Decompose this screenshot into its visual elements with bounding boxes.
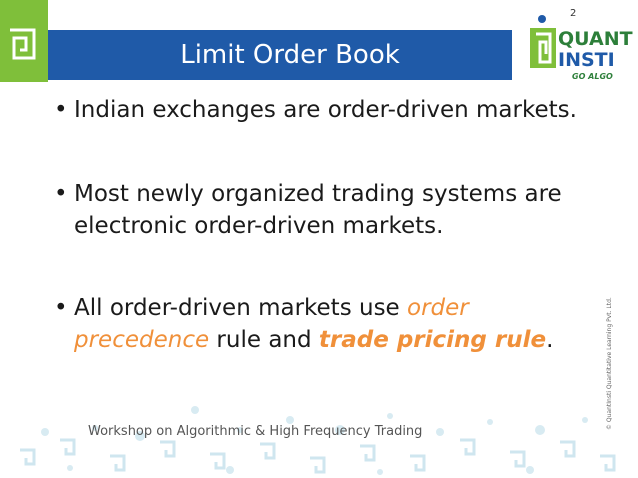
copyright-text: © QuantInsti Quantitative Learning Pvt. …: [606, 297, 613, 430]
emphasis-text-bold: trade pricing rule: [318, 327, 547, 353]
bullet-dot: •: [54, 97, 68, 123]
logo-text-quant: QUANT: [558, 28, 633, 50]
bullet-text: rule and: [209, 327, 319, 353]
logo-tagline: GO ALGO: [572, 72, 613, 81]
bullet-text: Indian exchanges are order-driven market…: [74, 97, 577, 123]
square-spiral-icon: [10, 28, 36, 60]
emphasis-text: precedence: [74, 327, 210, 353]
bullet-item: • Most newly organized trading systems a…: [54, 178, 614, 242]
page-number: 2: [570, 8, 577, 19]
footer-text: Workshop on Algorithmic & High Frequency…: [88, 424, 423, 439]
bullet-item: • Indian exchanges are order-driven mark…: [54, 94, 614, 126]
bullet-text: Most newly organized trading systems are: [74, 181, 562, 207]
emphasis-text: order: [407, 295, 469, 321]
green-accent-block: [0, 0, 48, 82]
slide-title: Limit Order Book: [180, 40, 400, 70]
bullet-text: All order-driven markets use: [74, 295, 408, 321]
bullet-text: .: [546, 327, 554, 353]
logo-text-insti: INSTI: [558, 49, 615, 71]
decorative-pattern: [20, 406, 616, 475]
title-bar: [48, 30, 512, 80]
bullet-dot: •: [54, 181, 68, 207]
bullet-text: electronic order-driven markets.: [74, 213, 444, 239]
bullet-dot: •: [54, 295, 68, 321]
quantinsti-logo: [530, 15, 556, 68]
bullet-item: • All order-driven markets use order pre…: [54, 292, 614, 356]
